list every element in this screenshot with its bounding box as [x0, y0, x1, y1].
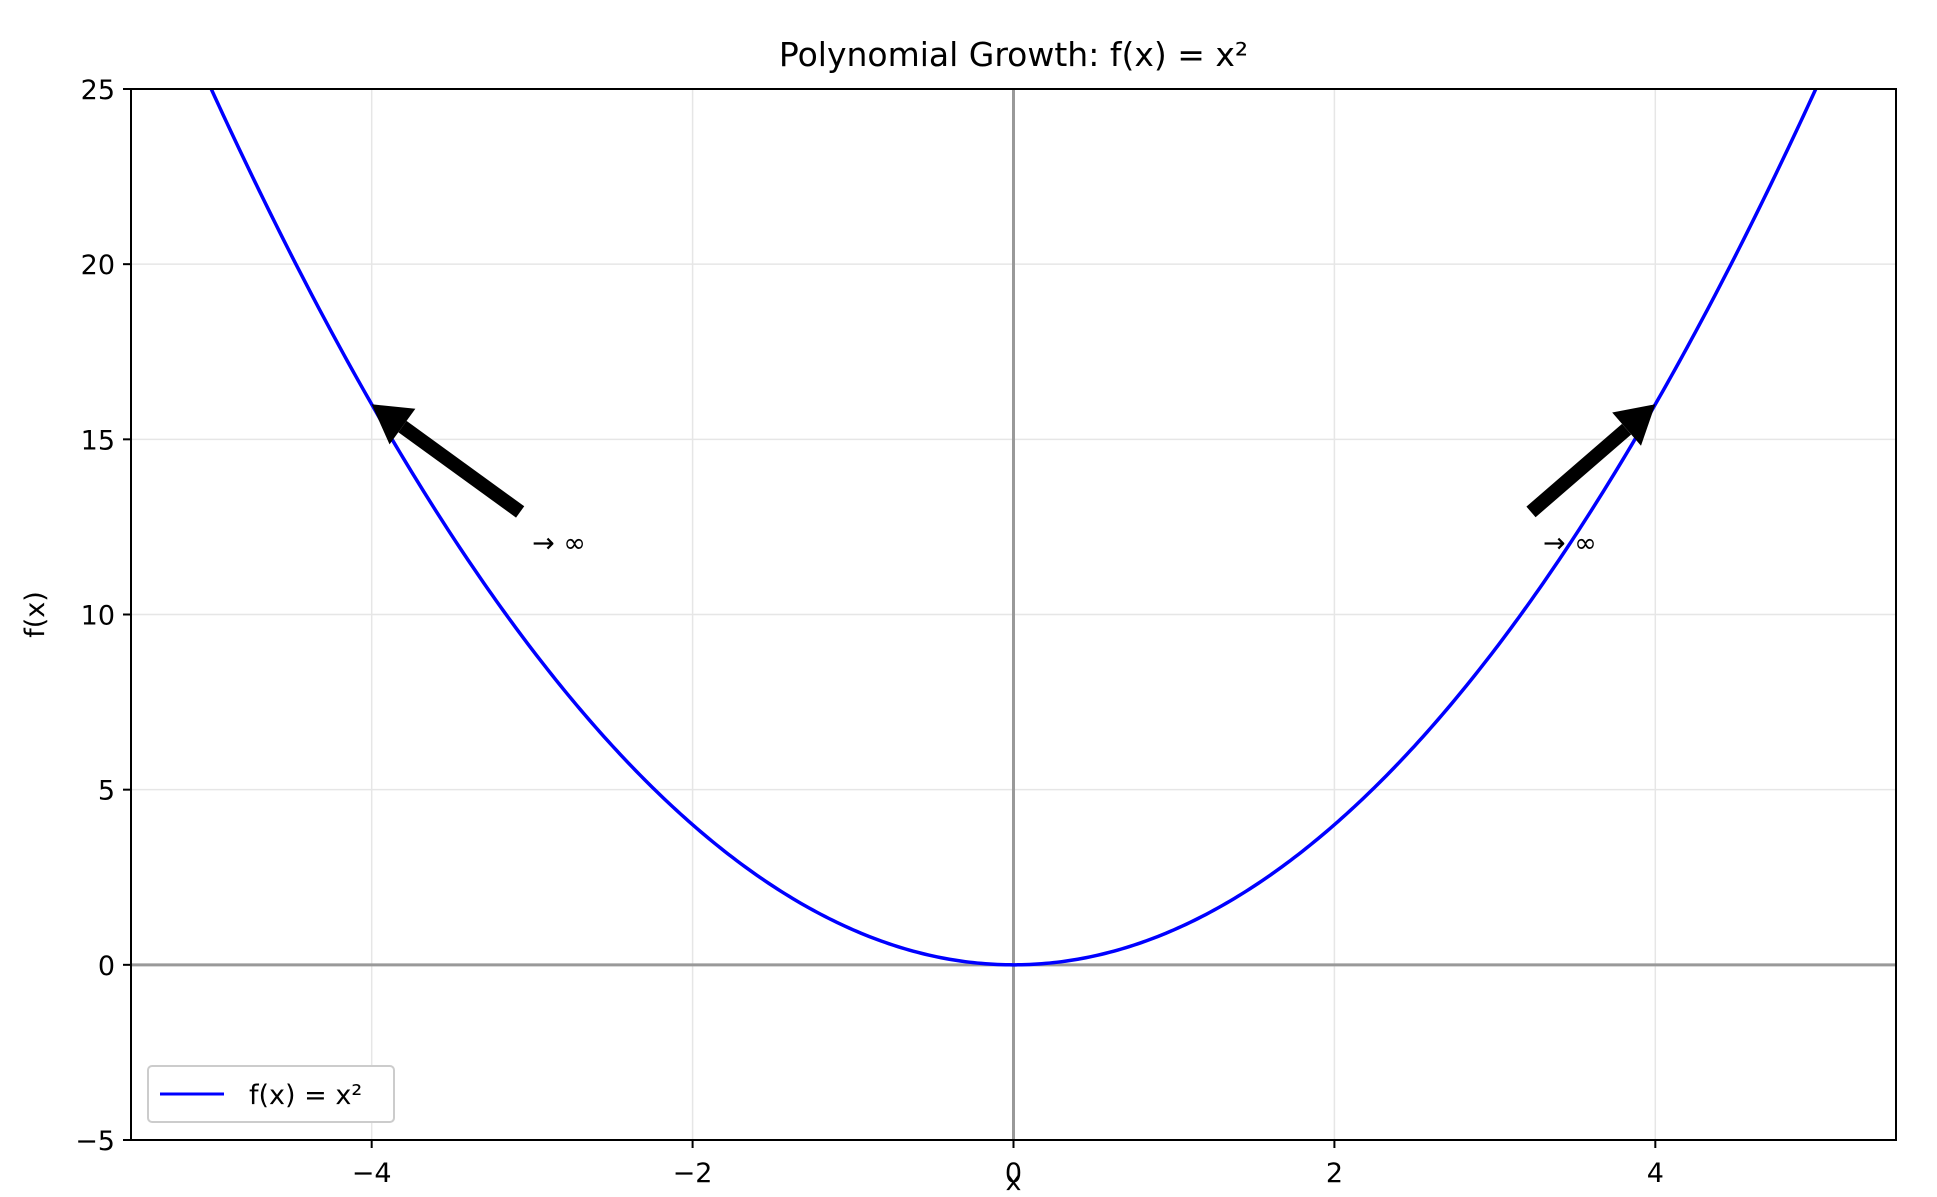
y-tick-label: −5 [75, 1126, 115, 1157]
y-tick-label: 25 [81, 75, 115, 106]
annotation-arrow-shaft-0 [398, 420, 525, 518]
annotation-text-1: → ∞ [1543, 528, 1597, 559]
x-tick-label: −2 [673, 1158, 713, 1189]
y-tick-label: 0 [98, 951, 115, 982]
x-tick-label: 0 [1005, 1158, 1022, 1189]
y-axis-label: f(x) [20, 591, 51, 638]
y-tick-label: 20 [81, 250, 115, 281]
x-axis-label: x [1006, 1166, 1022, 1197]
legend: f(x) = x² [147, 1065, 395, 1123]
annotation-arrow-shaft-1 [1526, 423, 1632, 518]
legend-box [147, 1065, 395, 1123]
x-tick-label: 4 [1647, 1158, 1664, 1189]
x-tick-label: 2 [1326, 1158, 1343, 1189]
x-tick-label: −4 [352, 1158, 392, 1189]
annotation-arrow-head-1 [1612, 404, 1656, 446]
chart-title: Polynomial Growth: f(x) = x² [779, 35, 1248, 74]
x-axis-ticks: −4 −2 0 2 4 [352, 1140, 1664, 1189]
y-tick-label: 10 [81, 601, 115, 632]
legend-entry-f-x: f(x) = x² [249, 1080, 362, 1111]
series-line-0 [209, 89, 1818, 967]
annotations: → ∞ → ∞ [371, 404, 1656, 559]
y-tick-label: 15 [81, 425, 115, 456]
y-tick-label: 5 [98, 776, 115, 807]
series-layer [209, 89, 1818, 967]
y-axis-ticks: −5 0 5 10 15 20 25 [75, 75, 131, 1157]
annotation-arrow-head-0 [371, 404, 416, 445]
annotation-text-0: → ∞ [532, 528, 586, 559]
